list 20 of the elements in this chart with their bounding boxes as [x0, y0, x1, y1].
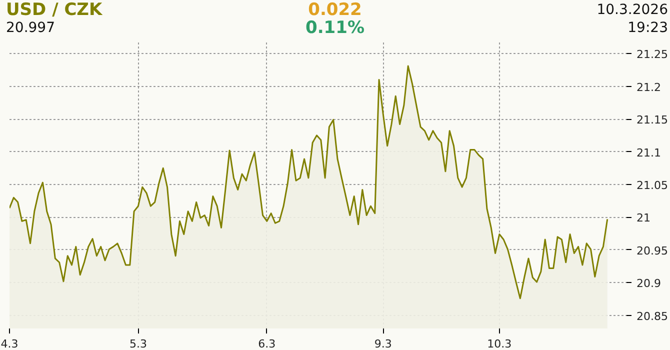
x-tick-label: 5.3	[129, 338, 147, 350]
y-tick-label: 21.2	[636, 80, 661, 94]
y-tick-label: 20.9	[636, 277, 661, 290]
text: 19:23	[628, 20, 668, 36]
text: 20.997	[6, 20, 55, 36]
x-tick-label: 10.3	[487, 338, 512, 350]
x-tick-label: 4.3	[0, 338, 18, 350]
y-tick-label: 20.95	[636, 244, 668, 258]
y-tick-label: 21	[636, 212, 650, 225]
y-tick-label: 21.15	[636, 114, 668, 127]
y-tick-label: 21.25	[636, 48, 668, 62]
x-tick-label: 6.3	[258, 338, 276, 350]
text: 0.11%	[306, 18, 364, 38]
text: 10.3.2026	[596, 2, 668, 18]
x-tick-label: 9.3	[374, 338, 392, 350]
y-tick-label: 21.1	[636, 146, 661, 160]
text: 0.022	[308, 0, 362, 20]
y-tick-label: 21.05	[636, 179, 668, 192]
y-tick-label: 20.85	[636, 310, 668, 323]
chart-title: USD / CZK	[6, 0, 102, 20]
